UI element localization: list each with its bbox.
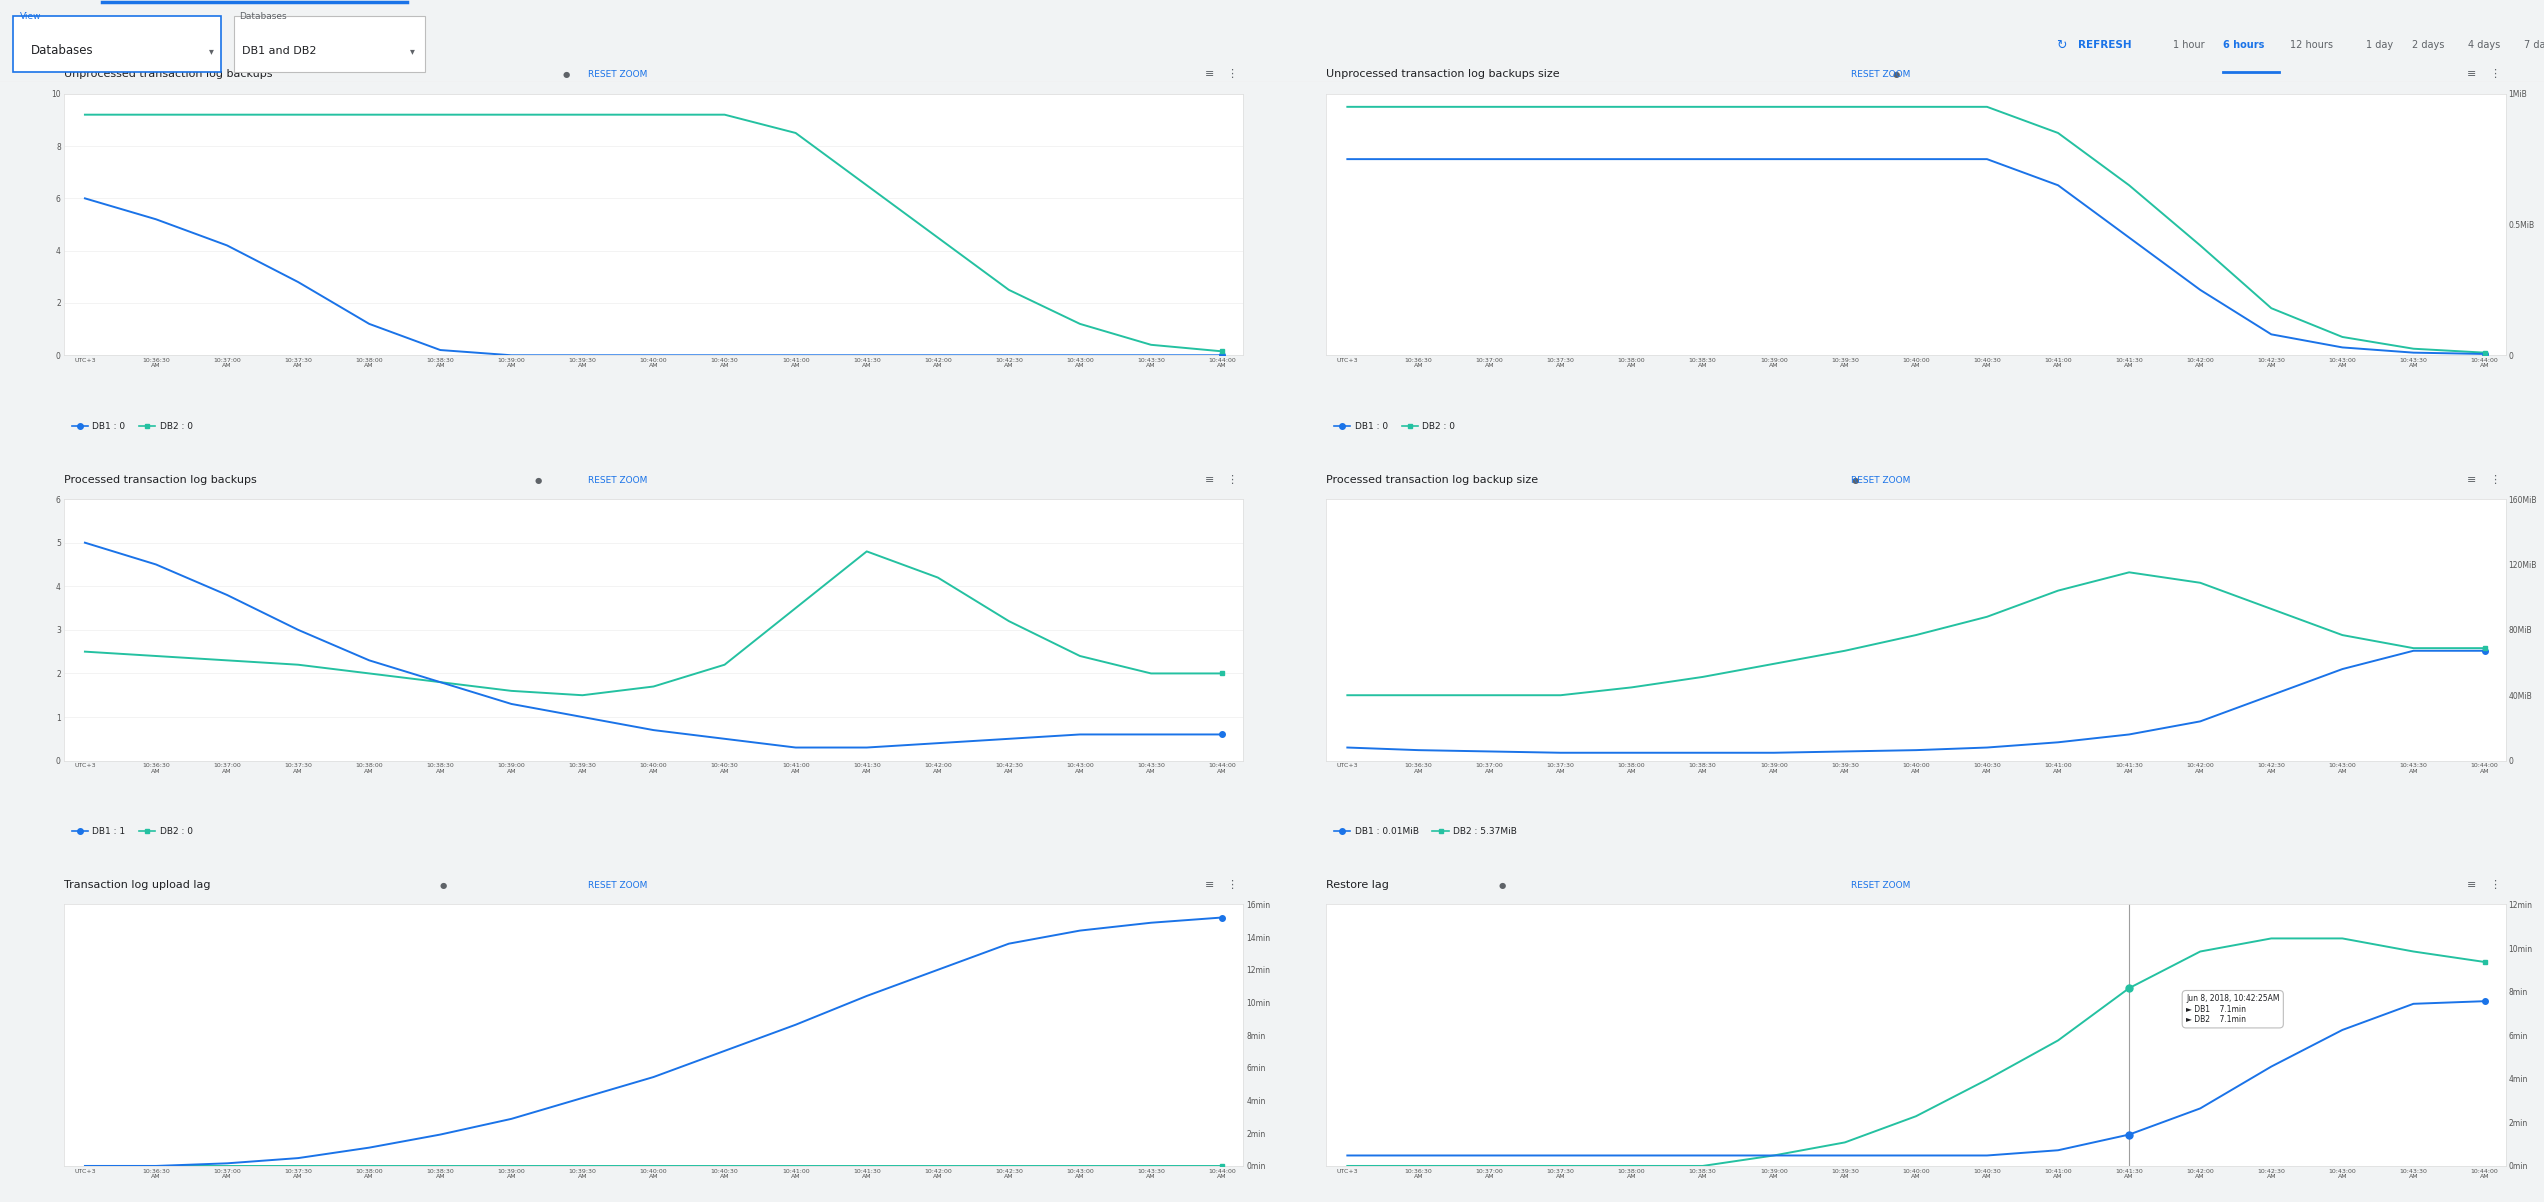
Text: ⋮: ⋮ [2488,880,2501,889]
Text: REFRESH: REFRESH [2078,40,2132,50]
Text: RESET ZOOM: RESET ZOOM [1852,476,1911,484]
Text: ⋮: ⋮ [2488,70,2501,79]
Text: ⋮: ⋮ [1226,70,1236,79]
Text: RESET ZOOM: RESET ZOOM [1852,881,1911,889]
Text: ▾: ▾ [410,46,415,55]
Text: Unprocessed transaction log backups size: Unprocessed transaction log backups size [1325,70,1559,79]
Text: ⋮: ⋮ [1226,880,1236,889]
Text: Transaction log upload lag: Transaction log upload lag [64,880,211,889]
Text: ≡: ≡ [1203,70,1213,79]
Text: Unprocessed transaction log backups: Unprocessed transaction log backups [64,70,272,79]
FancyBboxPatch shape [13,17,221,72]
Text: ▾: ▾ [209,46,214,55]
Text: DB1 and DB2: DB1 and DB2 [242,46,315,55]
Text: 6 hours: 6 hours [2223,40,2264,50]
Legend: DB1 : 1, DB2 : 0: DB1 : 1, DB2 : 0 [69,823,196,840]
Text: Databases: Databases [31,44,94,58]
Text: 1 day: 1 day [2366,40,2394,50]
Text: ●: ● [1498,881,1506,889]
Text: RESET ZOOM: RESET ZOOM [588,476,649,484]
Text: ●: ● [1893,71,1900,79]
Text: RESET ZOOM: RESET ZOOM [588,71,649,79]
Text: ≡: ≡ [2468,475,2475,484]
Text: Databases: Databases [239,12,287,22]
Text: 4 days: 4 days [2468,40,2501,50]
Text: RESET ZOOM: RESET ZOOM [1852,71,1911,79]
Text: 7 days: 7 days [2524,40,2544,50]
Text: Restore lag: Restore lag [1325,880,1389,889]
Text: ●: ● [440,881,448,889]
Text: ≡: ≡ [1203,880,1213,889]
Text: Processed transaction log backup size: Processed transaction log backup size [1325,475,1539,484]
Legend: DB1 : 0.01MiB, DB2 : 5.37MiB: DB1 : 0.01MiB, DB2 : 5.37MiB [1331,823,1521,840]
Legend: DB1 : 0, DB2 : 0: DB1 : 0, DB2 : 0 [1331,418,1458,434]
Text: Processed transaction log backups: Processed transaction log backups [64,475,257,484]
Legend: DB1 : 0, DB2 : 0: DB1 : 0, DB2 : 0 [69,418,196,434]
Text: ≡: ≡ [1203,475,1213,484]
Text: ●: ● [534,476,542,484]
FancyBboxPatch shape [234,17,425,72]
Text: ⋮: ⋮ [2488,475,2501,484]
Text: 1 hour: 1 hour [2173,40,2203,50]
Text: RESET ZOOM: RESET ZOOM [588,881,649,889]
Text: View: View [20,12,41,22]
Text: Jun 8, 2018, 10:42:25AM
► DB1    7.1min
► DB2    7.1min: Jun 8, 2018, 10:42:25AM ► DB1 7.1min ► D… [2185,994,2279,1024]
Text: 2 days: 2 days [2412,40,2445,50]
Text: ↻: ↻ [2056,38,2066,52]
Text: ●: ● [562,71,570,79]
Text: 12 hours: 12 hours [2290,40,2333,50]
Text: ●: ● [1852,476,1860,484]
Text: ≡: ≡ [2468,70,2475,79]
Text: ⋮: ⋮ [1226,475,1236,484]
Text: ≡: ≡ [2468,880,2475,889]
